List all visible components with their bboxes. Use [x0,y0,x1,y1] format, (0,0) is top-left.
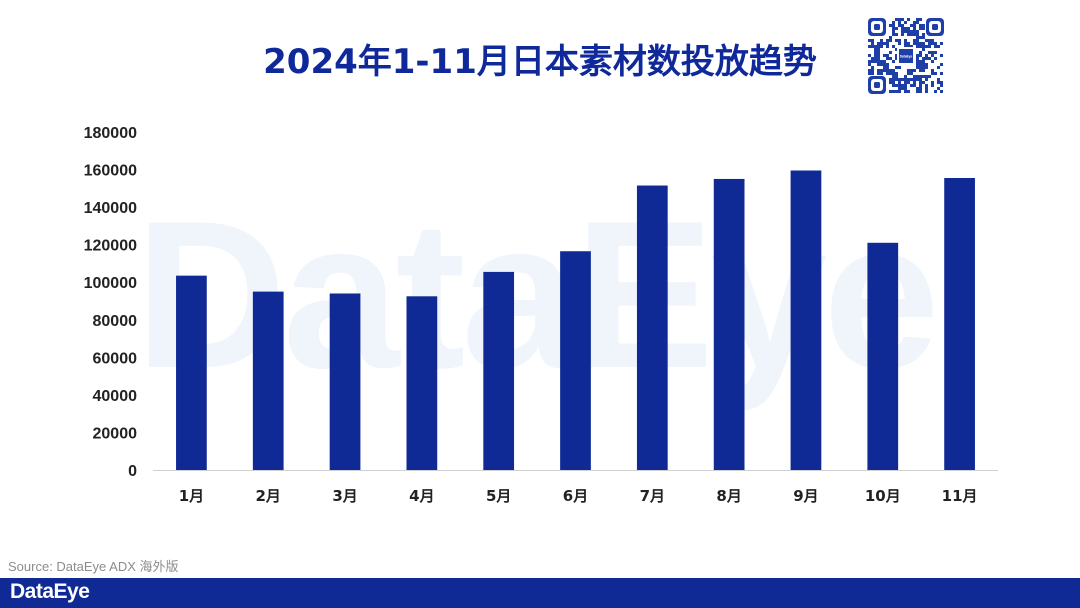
bar-2 [252,291,284,470]
y-tick-label: 120000 [84,238,137,255]
x-tick-label: 6月 [563,487,588,505]
bar-9 [790,170,822,470]
y-tick-label: 160000 [84,163,137,180]
y-tick-label: 180000 [84,125,137,142]
x-tick-label: 8月 [716,487,741,505]
footer-brand-logo: DataEye [10,580,90,603]
x-tick-label: 9月 [793,487,818,505]
page-title: 2024年1-11月日本素材数投放趋势 [263,42,817,82]
x-tick-label: 1月 [179,487,204,505]
bar-1 [176,275,207,470]
bar-8 [713,178,745,470]
bar-11 [944,178,975,470]
source-note: Source: DataEye ADX 海外版 [8,559,179,574]
y-axis-labels: 0 20000 40000 60000 80000 100000 120000 140000 1… [84,125,137,480]
y-tick-label: 40000 [93,388,138,405]
bar-chart: 0 20000 40000 60000 80000 100000 120000 140000 1… [84,125,998,505]
bar-3 [329,293,361,470]
y-tick-label: 20000 [93,425,138,442]
x-tick-label: 11月 [942,487,978,505]
y-tick-label: 80000 [93,313,138,330]
footer-bar [0,578,1080,608]
x-tick-label: 10月 [865,487,901,505]
bar-5 [483,271,515,470]
qr-code[interactable]: DataEye [866,16,946,96]
x-tick-label: 2月 [256,487,281,505]
y-tick-label: 60000 [93,350,138,367]
bar-7 [636,185,668,470]
x-tick-label: 4月 [409,487,434,505]
qr-finder-top-right [926,18,944,36]
qr-finder-bottom-left [868,76,886,94]
x-tick-label: 5月 [486,487,511,505]
x-axis-labels: 1月 2月 3月 4月 5月 6月 7月 8月 9月 10月 11月 [179,487,978,505]
y-tick-label: 100000 [84,275,137,292]
y-tick-label: 0 [128,463,137,480]
bar-6 [560,251,591,470]
bar-10 [867,242,899,470]
bars [176,170,975,470]
qr-finder-top-left [868,18,886,36]
qr-center-logo [899,49,913,63]
qr-center-label: DataEye [900,55,913,59]
x-tick-label: 3月 [332,487,357,505]
x-tick-label: 7月 [640,487,665,505]
bar-4 [406,296,438,470]
y-tick-label: 140000 [84,200,137,217]
